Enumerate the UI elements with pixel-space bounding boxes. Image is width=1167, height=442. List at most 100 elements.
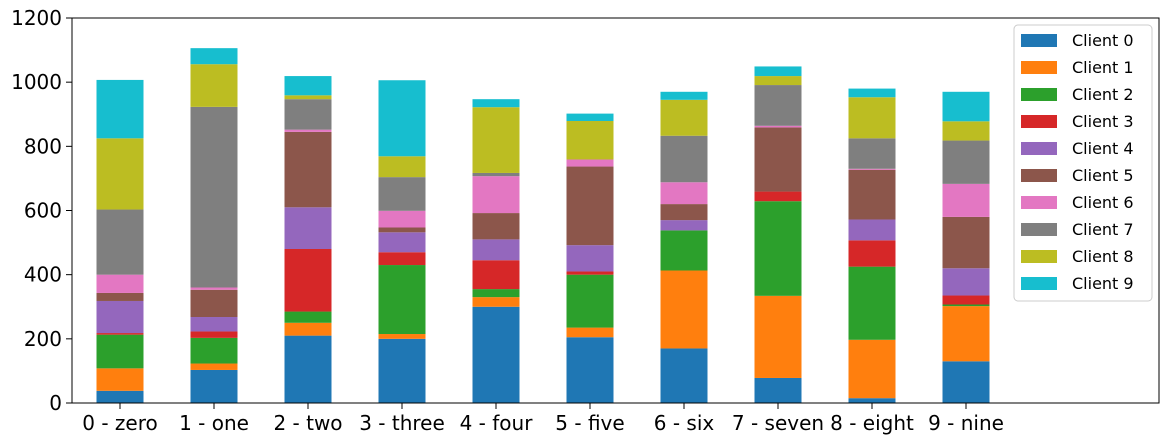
y-tick-label-0: 0 — [49, 391, 62, 415]
bar-segment-7-2 — [754, 201, 802, 296]
legend-swatch-2 — [1021, 88, 1057, 101]
legend-swatch-5 — [1021, 169, 1057, 182]
bar-segment-1-0 — [190, 369, 238, 403]
bar-segment-9-2 — [942, 304, 990, 307]
legend-label-1: Client 1 — [1072, 58, 1134, 77]
bar-segment-5-5 — [566, 166, 614, 246]
bar-segment-4-5 — [472, 213, 520, 240]
bar-segment-1-6 — [190, 287, 238, 290]
x-tick-label-3: 3 - three — [359, 411, 445, 435]
legend-label-5: Client 5 — [1072, 166, 1134, 185]
bar-segment-2-0 — [284, 335, 332, 403]
bar-segment-9-3 — [942, 295, 990, 305]
bar-segment-0-5 — [96, 292, 144, 301]
legend-label-3: Client 3 — [1072, 112, 1134, 131]
bar-segment-8-4 — [848, 219, 896, 241]
bar-segment-7-5 — [754, 127, 802, 192]
bar-segment-4-0 — [472, 306, 520, 403]
legend-label-2: Client 2 — [1072, 85, 1134, 104]
bar-segment-0-2 — [96, 334, 144, 369]
bar-segment-7-0 — [754, 377, 802, 403]
bar-segment-9-6 — [942, 183, 990, 217]
bar-segment-3-2 — [378, 265, 426, 335]
bar-segment-3-1 — [378, 334, 426, 339]
bar-segment-7-3 — [754, 191, 802, 202]
bar-segment-3-7 — [378, 177, 426, 211]
y-tick-label-3: 600 — [24, 199, 62, 223]
bar-segment-2-8 — [284, 95, 332, 100]
x-tick-label-1: 1 - one — [179, 411, 249, 435]
bar-segment-2-6 — [284, 129, 332, 132]
legend-label-8: Client 8 — [1072, 247, 1134, 266]
bar-segment-2-5 — [284, 131, 332, 208]
bar-segment-5-3 — [566, 271, 614, 275]
bar-segment-8-0 — [848, 398, 896, 403]
bar-segment-1-8 — [190, 64, 238, 107]
bar-segment-9-1 — [942, 306, 990, 362]
bar-segment-2-4 — [284, 207, 332, 249]
bar-segment-5-6 — [566, 159, 614, 167]
bar-segment-6-7 — [660, 135, 708, 183]
bar-segment-6-0 — [660, 348, 708, 403]
bar-segment-9-7 — [942, 140, 990, 184]
bar-segment-8-9 — [848, 88, 896, 98]
bar-segment-6-2 — [660, 230, 708, 271]
bar-segment-9-0 — [942, 361, 990, 403]
x-tick-label-4: 4 - four — [460, 411, 534, 435]
bar-segment-4-7 — [472, 172, 520, 177]
legend-swatch-8 — [1021, 250, 1057, 263]
bar-segment-2-2 — [284, 311, 332, 323]
bar-segment-6-4 — [660, 220, 708, 231]
x-tick-label-8: 8 - eight — [830, 411, 914, 435]
x-tick-label-7: 7 - seven — [732, 411, 824, 435]
legend-swatch-7 — [1021, 223, 1057, 236]
bar-segment-6-5 — [660, 204, 708, 221]
axes-layer: 0 200 400 600 800 1000 1200 0 - zero 1 - one 2 - … — [11, 6, 1160, 435]
legend-swatch-9 — [1021, 277, 1057, 290]
bar-segment-1-2 — [190, 337, 238, 364]
bar-segment-9-9 — [942, 91, 990, 122]
bar-segment-6-9 — [660, 91, 708, 100]
bar-segment-0-6 — [96, 274, 144, 293]
bar-segment-4-8 — [472, 107, 520, 173]
bar-segment-0-3 — [96, 333, 144, 335]
bar-segment-6-1 — [660, 270, 708, 349]
legend-swatch-6 — [1021, 196, 1057, 209]
bar-segment-7-1 — [754, 295, 802, 378]
bar-segment-5-0 — [566, 337, 614, 403]
bar-segment-1-5 — [190, 289, 238, 318]
bar-segment-1-9 — [190, 48, 238, 65]
bar-segment-3-6 — [378, 210, 426, 228]
legend-swatch-1 — [1021, 61, 1057, 74]
bar-segment-5-9 — [566, 113, 614, 121]
bar-segment-0-8 — [96, 138, 144, 210]
bar-segment-3-5 — [378, 227, 426, 233]
x-tick-label-2: 2 - two — [273, 411, 342, 435]
bar-segment-3-8 — [378, 156, 426, 178]
bar-segment-8-8 — [848, 97, 896, 139]
bar-segment-2-7 — [284, 99, 332, 130]
legend-swatch-0 — [1021, 34, 1057, 47]
bar-segment-9-5 — [942, 216, 990, 269]
bar-segment-0-9 — [96, 79, 144, 139]
bar-segment-0-0 — [96, 390, 144, 403]
x-tick-label-0: 0 - zero — [82, 411, 157, 435]
bar-segment-4-9 — [472, 99, 520, 108]
bar-segment-1-7 — [190, 106, 238, 288]
y-tick-label-5: 1000 — [11, 70, 62, 94]
bar-segment-7-8 — [754, 76, 802, 86]
x-tick-label-6: 6 - six — [654, 411, 715, 435]
legend-swatch-3 — [1021, 115, 1057, 128]
bar-segment-2-9 — [284, 76, 332, 96]
bar-segment-5-4 — [566, 245, 614, 272]
bar-segment-9-4 — [942, 268, 990, 296]
bar-segment-4-3 — [472, 260, 520, 290]
bar-segment-4-4 — [472, 239, 520, 261]
bar-segment-3-9 — [378, 80, 426, 157]
bar-segment-5-8 — [566, 120, 614, 160]
y-tick-label-2: 400 — [24, 263, 62, 287]
legend: Client 0 Client 1 Client 2 Client 3 Client 4… — [1013, 24, 1153, 302]
bar-segment-7-6 — [754, 125, 802, 128]
bar-segment-8-2 — [848, 266, 896, 340]
y-tick-label-6: 1200 — [11, 6, 62, 30]
